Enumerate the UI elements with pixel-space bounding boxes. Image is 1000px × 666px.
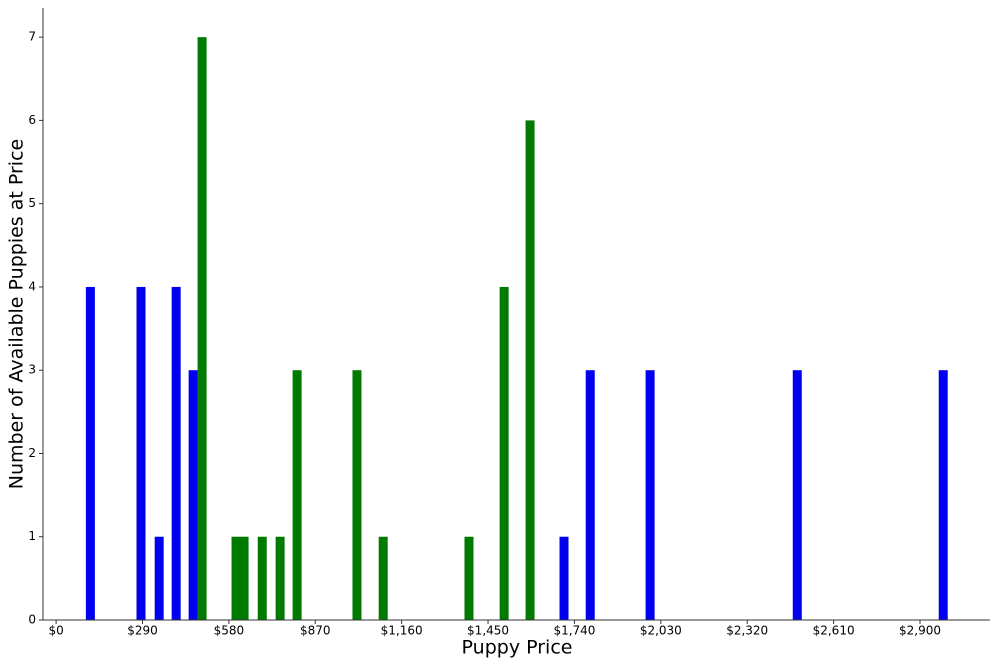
y-axis-label: Number of Available Puppies at Price [6,139,28,489]
bar [464,536,474,620]
bar [239,536,249,620]
bar [188,370,198,620]
y-tick-label: 2 [28,446,36,460]
x-tick-label: $290 [127,624,158,638]
bar [171,286,181,620]
x-tick-label: $0 [48,624,63,638]
y-tick-label: 1 [28,529,36,543]
bar [378,536,388,620]
bar [938,370,948,620]
y-tick-label: 5 [28,196,36,210]
y-tick-label: 7 [28,30,36,44]
x-tick-label: $2,320 [726,624,768,638]
y-tick-label: 4 [28,279,36,293]
bar [231,536,241,620]
bar [136,286,146,620]
bar [85,286,95,620]
x-tick-label: $1,450 [467,624,509,638]
bar [525,120,535,620]
bar [292,370,302,620]
x-tick-label: $2,610 [813,624,855,638]
bar [154,536,164,620]
bar [559,536,569,620]
x-axis-label: Puppy Price [462,637,573,659]
x-tick-label: $2,030 [640,624,682,638]
x-tick-label: $870 [300,624,331,638]
y-tick-label: 3 [28,363,36,377]
y-tick-label: 6 [28,113,36,127]
bar [792,370,802,620]
bar [499,286,509,620]
bar [257,536,267,620]
x-tick-label: $2,900 [899,624,941,638]
x-tick-label: $1,740 [553,624,595,638]
bar [197,37,207,620]
bar [352,370,362,620]
x-tick-label: $1,160 [381,624,423,638]
bar [645,370,655,620]
bar [585,370,595,620]
bar [275,536,285,620]
x-tick-label: $580 [214,624,245,638]
y-tick-label: 0 [28,613,36,627]
